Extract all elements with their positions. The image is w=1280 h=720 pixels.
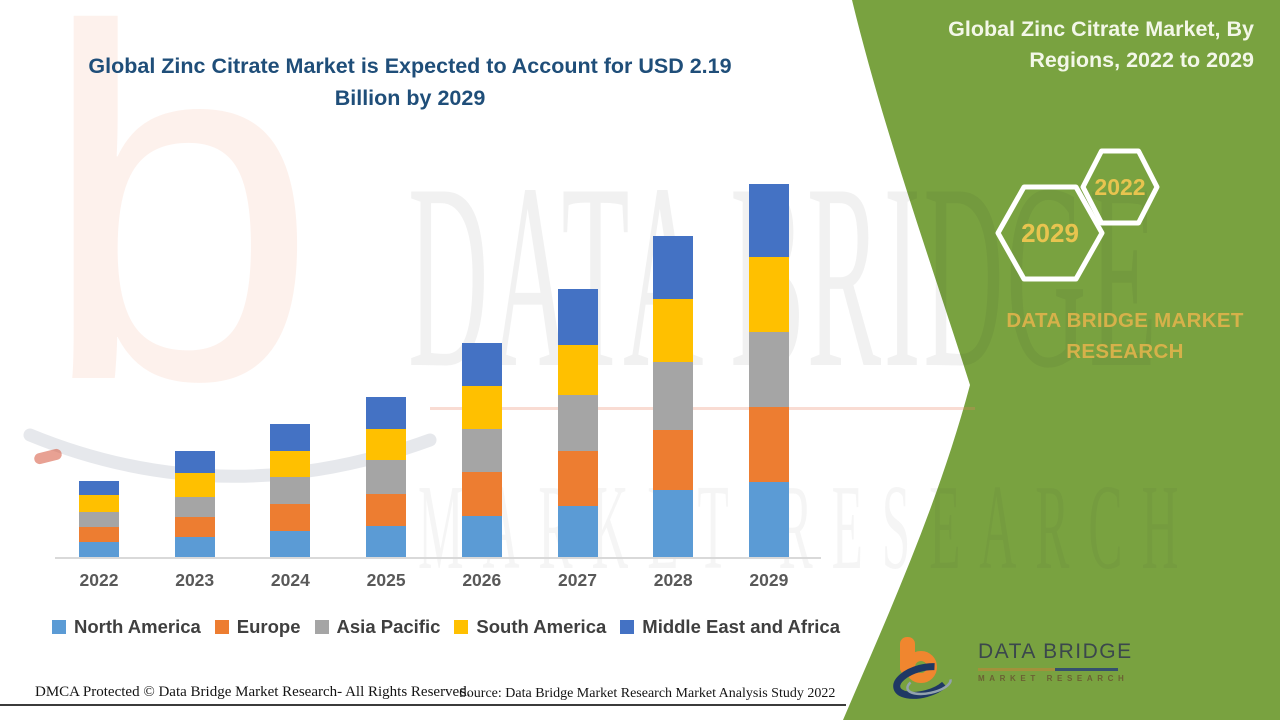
watermark-logo-b: b xyxy=(40,0,319,484)
bar-segment-2023-south-america xyxy=(174,473,215,497)
legend-label: North America xyxy=(74,616,201,637)
hexagon-2022: 2022 xyxy=(1080,148,1160,226)
bar-2025 xyxy=(366,397,407,557)
bar-segment-2028-middle-east-and-africa xyxy=(653,236,694,299)
bar-segment-2025-europe xyxy=(366,494,407,526)
hexagon-2022-label: 2022 xyxy=(1094,174,1145,200)
bar-segment-2026-north-america xyxy=(461,516,502,557)
bar-segment-2024-middle-east-and-africa xyxy=(270,424,311,451)
bar-segment-2026-europe xyxy=(461,472,502,516)
bar-segment-2028-asia-pacific xyxy=(653,362,694,430)
bar-segment-2027-south-america xyxy=(557,345,598,395)
bar-segment-2022-south-america xyxy=(79,495,119,512)
bar-segment-2026-south-america xyxy=(461,386,502,429)
bar-segment-2029-middle-east-and-africa xyxy=(748,184,789,257)
bar-segment-2022-north-america xyxy=(79,542,119,557)
bar-2029 xyxy=(748,184,789,557)
bar-segment-2029-asia-pacific xyxy=(748,332,789,407)
footer-divider xyxy=(0,704,846,706)
legend-item-south-america: South America xyxy=(454,616,606,638)
legend-label: Asia Pacific xyxy=(336,616,441,637)
logo-title: DATA BRIDGE xyxy=(978,640,1133,663)
bar-segment-2022-middle-east-and-africa xyxy=(79,481,119,495)
bar-segment-2029-europe xyxy=(748,407,789,482)
legend-item-europe: Europe xyxy=(214,616,301,638)
footer-dmca-text: DMCA Protected © Data Bridge Market Rese… xyxy=(35,684,471,700)
bar-segment-2025-asia-pacific xyxy=(366,460,407,494)
bar-segment-2022-europe xyxy=(79,527,119,542)
hexagon-2029: 2029 xyxy=(995,184,1105,282)
data-bridge-logo-icon xyxy=(893,637,953,699)
bar-2026 xyxy=(461,343,502,557)
bar-2027 xyxy=(557,289,598,557)
x-axis-label-2023: 2023 xyxy=(175,570,215,590)
bar-segment-2028-europe xyxy=(653,430,694,490)
bar-segment-2023-middle-east-and-africa xyxy=(174,451,215,473)
bar-segment-2028-north-america xyxy=(653,490,694,557)
bar-segment-2023-europe xyxy=(174,517,215,537)
bar-segment-2024-north-america xyxy=(270,531,311,557)
side-panel-brand-text: DATA BRIDGE MARKET RESEARCH xyxy=(1006,309,1244,363)
legend-swatch xyxy=(52,620,66,634)
bar-segment-2024-asia-pacific xyxy=(270,477,311,504)
legend-swatch xyxy=(314,620,329,634)
bar-segment-2025-north-america xyxy=(366,526,407,557)
bar-segment-2026-asia-pacific xyxy=(461,429,502,472)
chart-title: Global Zinc Citrate Market is Expected t… xyxy=(88,54,732,111)
bar-2022 xyxy=(79,481,119,557)
x-axis-label-2027: 2027 xyxy=(558,570,597,590)
bar-segment-2025-middle-east-and-africa xyxy=(366,397,407,429)
bar-segment-2026-middle-east-and-africa xyxy=(461,343,502,386)
bar-2024 xyxy=(270,424,311,557)
bar-2028 xyxy=(653,236,694,557)
logo-subtitle: MARKET RESEARCH xyxy=(978,673,1129,683)
bar-segment-2028-south-america xyxy=(653,299,694,362)
bar-segment-2027-middle-east-and-africa xyxy=(557,289,598,345)
x-axis-label-2029: 2029 xyxy=(749,570,789,590)
legend-swatch xyxy=(620,620,635,634)
bar-segment-2024-europe xyxy=(270,504,311,531)
legend-label: South America xyxy=(476,616,607,637)
legend-label: Europe xyxy=(236,616,301,637)
logo-underline xyxy=(978,668,1118,671)
hexagon-2029-label: 2029 xyxy=(1021,218,1079,248)
side-panel-title: Global Zinc Citrate Market, By Regions, … xyxy=(948,17,1254,73)
bar-segment-2029-south-america xyxy=(748,257,789,332)
legend-label: Middle East and Africa xyxy=(642,616,840,637)
legend-swatch xyxy=(214,620,229,634)
legend-item-north-america: North America xyxy=(52,616,201,638)
watermark-accent-line xyxy=(430,407,975,410)
x-axis-label-2028: 2028 xyxy=(653,570,693,590)
bar-segment-2027-asia-pacific xyxy=(557,395,598,451)
bar-segment-2024-south-america xyxy=(270,451,311,477)
legend-item-asia-pacific: Asia Pacific xyxy=(314,616,441,638)
bar-segment-2022-asia-pacific xyxy=(79,512,119,527)
plot-area xyxy=(55,177,821,559)
bar-2023 xyxy=(174,451,215,557)
chart-legend: North America Europe Asia Pacific South Ame… xyxy=(52,616,852,638)
footer-source-text: Source: Data Bridge Market Research Mark… xyxy=(459,686,836,701)
x-axis-label-2025: 2025 xyxy=(366,570,406,590)
data-bridge-logo: DATA BRIDGE MARKET RESEARCH xyxy=(888,632,1133,704)
x-axis-label-2026: 2026 xyxy=(462,570,502,590)
bar-segment-2023-asia-pacific xyxy=(174,497,215,517)
x-axis-label-2022: 2022 xyxy=(79,570,119,590)
x-axis-line xyxy=(55,557,821,559)
bar-segment-2027-north-america xyxy=(557,506,598,557)
bar-segment-2023-north-america xyxy=(174,537,215,557)
x-axis-label-2024: 2024 xyxy=(270,570,310,590)
legend-swatch xyxy=(454,620,469,634)
bar-segment-2025-south-america xyxy=(366,429,407,460)
legend-item-middle-east-and-africa: Middle East and Africa xyxy=(620,616,840,638)
bar-segment-2029-north-america xyxy=(748,482,789,557)
bar-segment-2027-europe xyxy=(557,451,598,506)
x-axis-labels: 2022 2023 2024 2025 2026 2027 2028 2029 xyxy=(55,570,821,596)
